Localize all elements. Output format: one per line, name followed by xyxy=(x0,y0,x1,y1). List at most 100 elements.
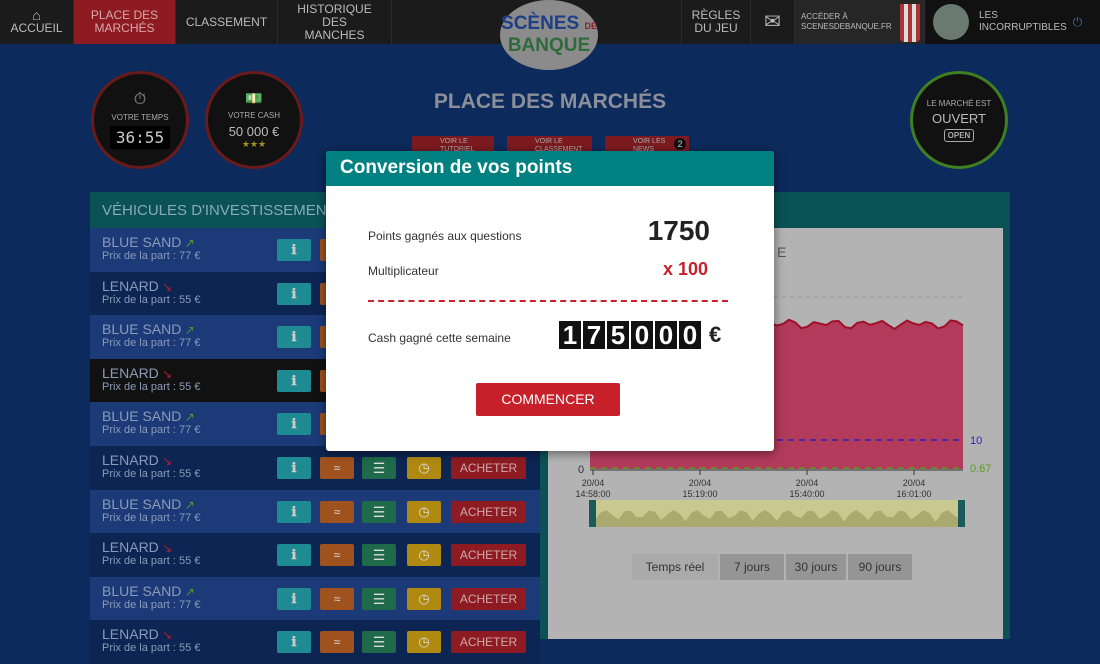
buy-button[interactable]: ACHETER xyxy=(451,587,526,610)
chart-button[interactable]: ≈ xyxy=(320,457,354,479)
clock-button[interactable]: ◷ xyxy=(407,500,441,523)
buy-button[interactable]: ACHETER xyxy=(451,500,526,523)
chart-button[interactable]: ≈ xyxy=(320,326,326,349)
vehicle-name: LENARD xyxy=(102,626,159,643)
vehicle-row[interactable]: LENARD ↘ Prix de la part : 55 € ℹ ≈ ☰ ◷ … xyxy=(90,446,540,490)
trend-down-icon: ↘ xyxy=(158,541,173,556)
x-tick-date: 20/04 xyxy=(903,478,926,488)
cash-label: Cash gagné cette semaine xyxy=(368,331,511,345)
info-button[interactable]: ℹ xyxy=(277,326,311,349)
x-tick-date: 20/04 xyxy=(796,478,819,488)
info-button[interactable]: ℹ xyxy=(277,282,311,305)
range-button[interactable]: 30 jours xyxy=(786,554,846,580)
info-button[interactable]: ℹ xyxy=(277,544,311,567)
chart-button[interactable]: ≈ xyxy=(320,413,326,436)
nav-site-link[interactable]: ACCÉDER À SCENESDEBANQUE.FR xyxy=(795,0,925,44)
list-button[interactable]: ☰ xyxy=(362,587,396,610)
start-button[interactable]: COMMENCER xyxy=(476,383,620,416)
nav-accueil[interactable]: ⌂ ACCUEIL xyxy=(0,0,74,44)
list-button[interactable]: ☰ xyxy=(362,631,396,654)
chart-button[interactable]: ≈ xyxy=(320,369,326,392)
vehicle-row[interactable]: BLUE SAND ↗ Prix de la part : 77 € ℹ ≈ ☰… xyxy=(90,228,326,272)
cash-digit: 7 xyxy=(583,321,605,349)
chart-button[interactable]: ≈ xyxy=(320,282,326,305)
clock-button[interactable]: ◷ xyxy=(407,631,441,654)
info-button[interactable]: ℹ xyxy=(277,457,311,479)
list-button[interactable]: ☰ xyxy=(362,500,396,523)
news-button[interactable]: VOIR LES NEWS 2 xyxy=(605,136,689,152)
chart-button[interactable]: ≈ xyxy=(320,239,326,261)
vehicles-header: VÉHICULES D'INVESTISSEMENTS xyxy=(90,192,326,228)
clock-button[interactable]: ◷ xyxy=(407,457,441,479)
vehicle-row[interactable]: BLUE SAND ↗ Prix de la part : 77 € ℹ ≈ ☰… xyxy=(90,315,326,360)
buy-button[interactable]: ACHETER xyxy=(451,457,526,479)
ranking-button[interactable]: VOIR LE CLASSEMENT xyxy=(507,136,592,152)
team-profile[interactable]: LES INCORRUPTIBLES ⏻ xyxy=(925,0,1100,44)
multiplier-label: Multiplicateur xyxy=(368,264,439,278)
vehicle-row[interactable]: BLUE SAND ↗ Prix de la part : 77 € ℹ ≈ ☰… xyxy=(90,402,326,447)
clock-button[interactable]: ◷ xyxy=(407,587,441,610)
conversion-modal: Conversion de vos points Points gagnés a… xyxy=(326,151,774,451)
avatar xyxy=(933,4,969,40)
x-tick-time: 16:01:00 xyxy=(896,489,931,499)
vehicle-row[interactable]: LENARD ↘ Prix de la part : 55 € ℹ ≈ ☰ ◷ … xyxy=(90,271,326,316)
chart-button[interactable]: ≈ xyxy=(320,544,354,567)
list-button[interactable]: ☰ xyxy=(362,457,396,479)
vehicle-row[interactable]: BLUE SAND ↗ Prix de la part : 77 € ℹ ≈ ☰… xyxy=(90,489,540,534)
range-button[interactable]: 90 jours xyxy=(848,554,912,580)
info-button[interactable]: ℹ xyxy=(277,369,311,392)
range-button[interactable]: Temps réel xyxy=(632,554,718,580)
buy-button[interactable]: ACHETER xyxy=(451,631,526,654)
info-button[interactable]: ℹ xyxy=(277,239,311,261)
vehicle-price: Prix de la part : 77 € xyxy=(102,337,201,350)
vehicle-row[interactable]: LENARD ↘ Prix de la part : 55 € ℹ ≈ ☰ ◷ … xyxy=(90,620,540,664)
logo[interactable]: SCÈNES DE BANQUE xyxy=(500,0,598,70)
vehicle-name: LENARD xyxy=(102,277,159,294)
modal-title: Conversion de vos points xyxy=(326,151,774,186)
nav-historique[interactable]: HISTORIQUE DES MANCHES xyxy=(278,0,392,44)
power-icon[interactable]: ⏻ xyxy=(1072,14,1083,29)
vehicle-price: Prix de la part : 77 € xyxy=(102,511,201,524)
range-button[interactable]: 7 jours xyxy=(720,554,784,580)
nav-regles[interactable]: RÈGLES DU JEU xyxy=(681,0,751,44)
points-label: Points gagnés aux questions xyxy=(368,229,522,243)
trend-down-icon: ↘ xyxy=(158,454,173,468)
info-button[interactable]: ℹ xyxy=(277,631,311,654)
navigator-series xyxy=(594,510,960,527)
stopwatch-icon: ⏱ xyxy=(133,91,147,108)
list-button[interactable]: ☰ xyxy=(362,544,396,567)
cash-digit: 0 xyxy=(631,321,653,349)
vehicle-row[interactable]: BLUE SAND ↗ Prix de la part : 77 € ℹ ≈ ☰… xyxy=(90,576,540,621)
info-button[interactable]: ℹ xyxy=(277,587,311,610)
trend-down-icon: ↘ xyxy=(158,366,173,381)
buy-button[interactable]: ACHETER xyxy=(451,544,526,567)
vehicle-price: Prix de la part : 77 € xyxy=(102,598,201,611)
trend-up-icon: ↗ xyxy=(181,323,195,338)
trend-up-icon: ↗ xyxy=(181,584,195,599)
info-button[interactable]: ℹ xyxy=(277,413,311,436)
x-tick-date: 20/04 xyxy=(689,478,712,488)
nav-classement[interactable]: CLASSEMENT xyxy=(176,0,278,44)
open-sign-icon: OPEN xyxy=(943,128,975,142)
info-button[interactable]: ℹ xyxy=(277,500,311,523)
ref-label-blue: 10 xyxy=(970,435,982,447)
vehicle-price: Prix de la part : 77 € xyxy=(102,424,201,437)
points-value: 1750 xyxy=(647,215,710,246)
clock-button[interactable]: ◷ xyxy=(407,544,441,567)
cash-digit: 1 xyxy=(559,321,581,349)
vehicle-name: LENARD xyxy=(102,364,159,381)
vehicle-price: Prix de la part : 55 € xyxy=(102,380,201,393)
nav-place-des-marches[interactable]: PLACE DES MARCHÉS xyxy=(74,0,176,44)
vehicle-row[interactable]: LENARD ↘ Prix de la part : 55 € ℹ ≈ ☰ ◷ … xyxy=(90,358,326,403)
navigator-handle-left xyxy=(589,500,596,527)
x-tick-time: 15:19:00 xyxy=(682,489,717,499)
trend-down-icon: ↘ xyxy=(158,628,173,643)
tutorial-button[interactable]: VOIR LE TUTORIEL xyxy=(412,136,494,152)
chart-button[interactable]: ≈ xyxy=(320,587,354,610)
navigator-handle-right xyxy=(958,500,965,527)
chart-button[interactable]: ≈ xyxy=(320,500,354,523)
mail-icon[interactable]: ✉ xyxy=(751,0,795,44)
vehicle-name: BLUE SAND xyxy=(102,234,182,250)
vehicle-row[interactable]: LENARD ↘ Prix de la part : 55 € ℹ ≈ ☰ ◷ … xyxy=(90,533,540,578)
chart-button[interactable]: ≈ xyxy=(320,631,354,654)
